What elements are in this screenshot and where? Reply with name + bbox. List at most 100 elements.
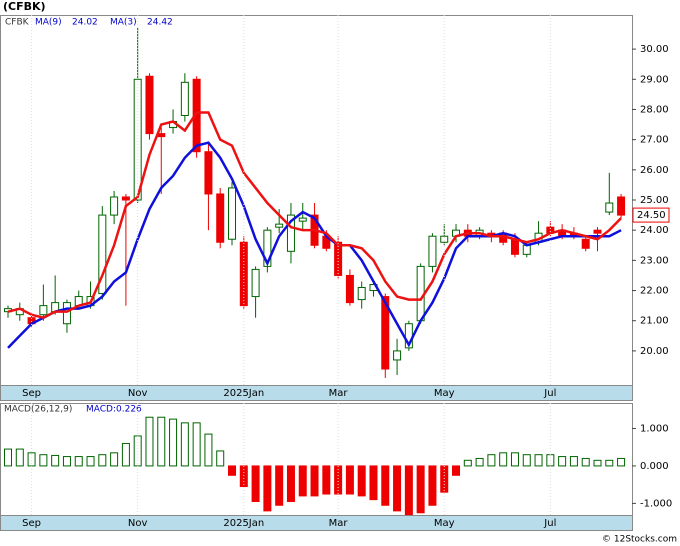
macd-bar — [404, 465, 413, 516]
candle-body — [251, 268, 260, 298]
y-tick-label: 21.00 — [640, 316, 669, 327]
macd-bar — [569, 456, 578, 467]
candle-body — [286, 214, 295, 252]
macd-bar — [169, 418, 178, 467]
macd-bar — [110, 452, 119, 467]
candle-body — [192, 78, 201, 153]
last-price-label: 24.50 — [637, 210, 666, 221]
candle-body — [581, 238, 590, 249]
x-tick-label: Jul — [543, 518, 556, 529]
macd-bar — [121, 442, 130, 467]
macd-bar — [463, 459, 472, 467]
x-tick-label: May — [434, 388, 455, 399]
macd-bar — [345, 465, 354, 495]
candle-body — [605, 202, 614, 213]
candle-body — [522, 244, 531, 255]
macd-bar — [27, 452, 36, 467]
y-tick-label: 27.00 — [640, 135, 669, 146]
candle-body — [440, 235, 449, 243]
macd-bar — [593, 459, 602, 467]
macd-bar — [475, 457, 484, 467]
candle-body — [62, 302, 71, 325]
macd-legend-value: MACD:0.226 — [86, 405, 142, 415]
macd-bar — [15, 448, 24, 467]
candle-body — [110, 196, 119, 216]
x-tick-label: 2025Jan — [223, 388, 264, 399]
moving-average-line — [7, 111, 622, 320]
y-tick-label: 1.000 — [640, 423, 669, 434]
macd-bar — [393, 465, 402, 512]
macd-bar — [263, 465, 272, 512]
macd-bar — [275, 465, 284, 506]
macd-bar — [357, 465, 366, 497]
macd-bar — [487, 454, 496, 467]
legend-name: MA(3) — [110, 18, 137, 28]
y-tick-label: 20.00 — [640, 346, 669, 357]
candle-body — [298, 217, 307, 222]
macd-bar — [286, 465, 295, 503]
candle-body — [263, 229, 272, 267]
candle-body — [228, 187, 237, 240]
macd-bar — [322, 465, 331, 495]
macd-bar — [534, 454, 543, 467]
macd-bar — [216, 450, 225, 467]
x-tick-label: Nov — [128, 518, 148, 529]
ticker-label: CFBK — [5, 18, 30, 28]
candle-body — [617, 196, 626, 216]
macd-bar — [51, 454, 60, 467]
macd-bar — [440, 465, 449, 493]
x-tick-label: Nov — [128, 388, 148, 399]
x-tick-label: Jul — [543, 388, 556, 399]
macd-bar — [510, 452, 519, 467]
x-tick-label: 2025Jan — [223, 518, 264, 529]
y-tick-label: -1.000 — [640, 498, 672, 509]
legend-value: 24.02 — [72, 18, 98, 28]
x-tick-label: Sep — [22, 518, 41, 529]
y-tick-label: 23.00 — [640, 255, 669, 266]
candle-body — [121, 196, 130, 201]
macd-bar — [133, 435, 142, 467]
macd-bar — [239, 465, 248, 488]
macd-bar — [157, 416, 166, 467]
candle-body — [145, 75, 154, 135]
macd-bar — [334, 465, 343, 495]
candle-body — [357, 287, 366, 301]
candle-body — [275, 223, 284, 228]
candle-body — [381, 296, 390, 370]
macd-bar — [499, 452, 508, 467]
macd-bar — [204, 433, 213, 467]
x-axis-strip — [0, 385, 633, 401]
y-tick-label: 24.00 — [640, 225, 669, 236]
legend-value: 24.42 — [147, 18, 173, 28]
macd-bar — [416, 465, 425, 514]
macd-legend-name: MACD(26,12,9) — [4, 405, 72, 415]
x-tick-label: May — [434, 518, 455, 529]
candle-body — [510, 238, 519, 255]
footer: © 12Stocks.com — [602, 535, 677, 545]
macd-bar — [522, 454, 531, 467]
y-tick-label: 28.00 — [640, 104, 669, 115]
macd-bar — [428, 465, 437, 506]
macd-bar — [617, 457, 626, 467]
macd-bar — [98, 454, 107, 467]
macd-bar — [228, 465, 237, 476]
candle-body — [204, 151, 213, 195]
candle-body — [345, 274, 354, 304]
macd-bar — [381, 465, 390, 506]
macd-bar — [145, 416, 154, 467]
candle-body — [180, 81, 189, 116]
macd-bar — [558, 456, 567, 467]
y-tick-label: 29.00 — [640, 74, 669, 85]
legend-name: MA(9) — [35, 18, 62, 28]
candle-body — [39, 305, 48, 316]
last-price-box — [632, 207, 670, 223]
y-tick-label: 22.00 — [640, 286, 669, 297]
candle-body — [216, 193, 225, 243]
macd-bar — [452, 465, 461, 476]
macd-bar — [581, 457, 590, 467]
y-tick-label: 26.00 — [640, 165, 669, 176]
candle-body — [98, 214, 107, 295]
macd-bar — [86, 456, 95, 467]
macd-bar — [180, 422, 189, 467]
